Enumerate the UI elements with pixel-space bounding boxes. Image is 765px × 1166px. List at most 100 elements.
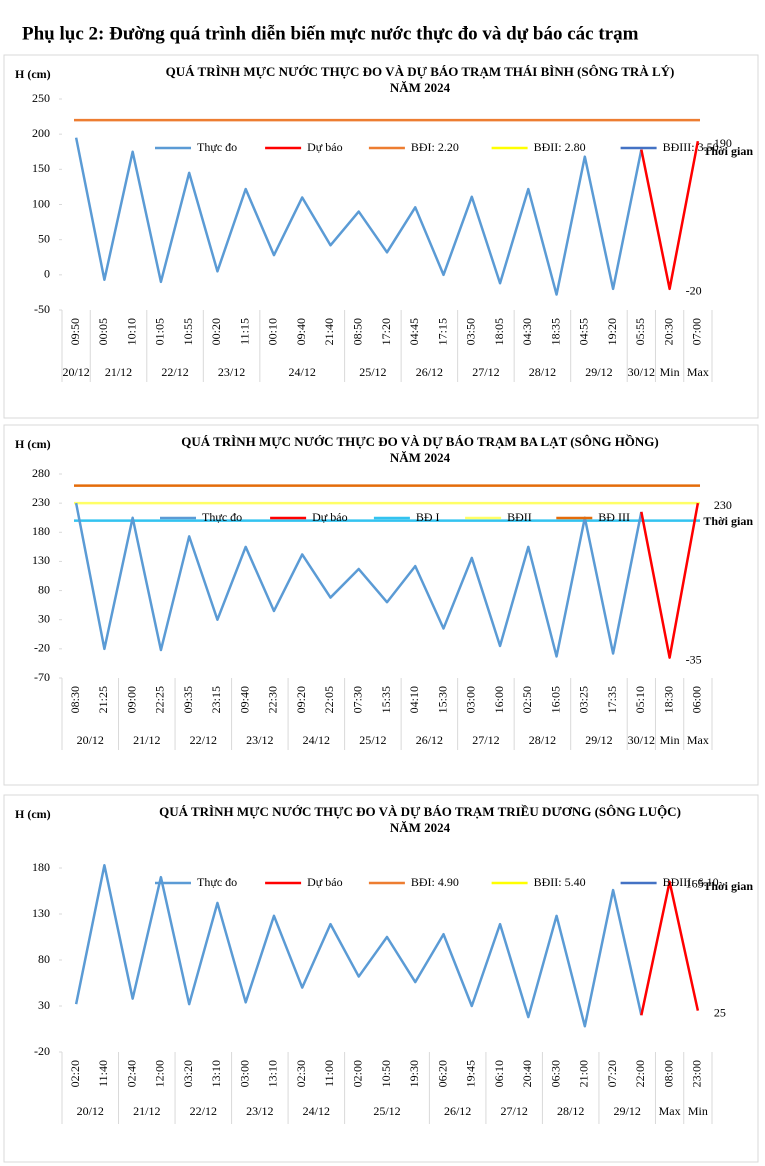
x-tick-label: 05:55 bbox=[633, 318, 647, 345]
x-tick-label: 11:15 bbox=[237, 318, 251, 345]
series-line bbox=[74, 863, 643, 1028]
x-group-label: 28/12 bbox=[557, 1104, 584, 1118]
y-axis-label: H (cm) bbox=[15, 437, 51, 451]
x-tick-label: 06:10 bbox=[492, 1060, 506, 1087]
x-group-label: Max bbox=[687, 365, 709, 379]
series-line bbox=[640, 880, 700, 1016]
x-tick-label: 18:05 bbox=[492, 318, 506, 345]
x-tick-label: 18:30 bbox=[661, 686, 675, 713]
x-tick-label: 16:00 bbox=[492, 686, 506, 713]
legend-label: BĐII: 2.80 bbox=[534, 140, 586, 154]
x-tick-label: 08:30 bbox=[68, 686, 82, 713]
x-group-label: 20/12 bbox=[77, 1104, 104, 1118]
x-tick-label: 07:20 bbox=[605, 1060, 619, 1087]
chart-subtitle: NĂM 2024 bbox=[390, 450, 451, 465]
y-tick-label: -20 bbox=[34, 641, 50, 655]
y-tick-label: -50 bbox=[34, 302, 50, 316]
data-label: 190 bbox=[714, 136, 732, 150]
x-tick-label: 04:45 bbox=[407, 318, 421, 345]
series-line bbox=[640, 502, 700, 659]
series-line bbox=[640, 140, 700, 291]
y-axis-label: H (cm) bbox=[15, 807, 51, 821]
y-tick-label: 30 bbox=[38, 998, 50, 1012]
x-tick-label: 00:05 bbox=[96, 318, 110, 345]
data-label: -20 bbox=[686, 284, 702, 298]
x-tick-label: 12:00 bbox=[153, 1060, 167, 1087]
y-tick-label: 150 bbox=[32, 161, 50, 175]
chart-title: QUÁ TRÌNH MỰC NƯỚC THỰC ĐO VÀ DỰ BÁO TRẠ… bbox=[181, 434, 659, 449]
y-tick-label: -20 bbox=[34, 1044, 50, 1058]
legend-label: BĐI: 4.90 bbox=[411, 875, 459, 889]
x-tick-label: 23:15 bbox=[209, 686, 223, 713]
x-tick-label: 20:30 bbox=[661, 318, 675, 345]
x-group-label: 28/12 bbox=[529, 365, 556, 379]
y-tick-label: 250 bbox=[32, 91, 50, 105]
x-group-label: Max bbox=[659, 1104, 681, 1118]
x-tick-label: 07:30 bbox=[350, 686, 364, 713]
x-axis-label: Thời gian bbox=[703, 879, 753, 893]
x-group-label: 23/12 bbox=[246, 1104, 273, 1118]
x-tick-label: 09:40 bbox=[294, 318, 308, 345]
legend-label: BĐ III bbox=[598, 510, 630, 524]
x-group-label: 24/12 bbox=[303, 733, 330, 747]
x-tick-label: 10:50 bbox=[379, 1060, 393, 1087]
x-tick-label: 17:20 bbox=[379, 318, 393, 345]
data-label: -35 bbox=[686, 652, 702, 666]
x-tick-label: 09:50 bbox=[68, 318, 82, 345]
x-tick-label: 03:20 bbox=[181, 1060, 195, 1087]
x-group-label: 30/12 bbox=[628, 733, 655, 747]
x-group-label: 24/12 bbox=[289, 365, 316, 379]
x-tick-label: 03:00 bbox=[237, 1060, 251, 1087]
legend-label: Thực đo bbox=[202, 510, 242, 524]
x-tick-label: 17:15 bbox=[435, 318, 449, 345]
x-tick-label: 21:40 bbox=[322, 318, 336, 345]
x-tick-label: 11:40 bbox=[96, 1060, 110, 1087]
x-tick-label: 09:35 bbox=[181, 686, 195, 713]
x-group-label: Min bbox=[660, 365, 680, 379]
x-tick-label: 08:50 bbox=[350, 318, 364, 345]
y-tick-label: 200 bbox=[32, 126, 50, 140]
x-tick-label: 05:10 bbox=[633, 686, 647, 713]
legend-label: Thực đo bbox=[197, 875, 237, 889]
x-group-label: 23/12 bbox=[246, 733, 273, 747]
series-line bbox=[74, 502, 643, 658]
x-tick-label: 19:20 bbox=[605, 318, 619, 345]
x-group-label: 23/12 bbox=[218, 365, 245, 379]
x-group-label: 25/12 bbox=[359, 365, 386, 379]
x-group-label: 29/12 bbox=[585, 733, 612, 747]
x-tick-label: 20:40 bbox=[520, 1060, 534, 1087]
x-group-label: Max bbox=[687, 733, 709, 747]
x-tick-label: 06:30 bbox=[548, 1060, 562, 1087]
x-tick-label: 09:20 bbox=[294, 686, 308, 713]
legend-label: BĐII: 5.40 bbox=[534, 875, 586, 889]
x-tick-label: 21:25 bbox=[96, 686, 110, 713]
chart-frame bbox=[3, 54, 759, 419]
y-tick-label: 180 bbox=[32, 524, 50, 538]
x-group-label: 28/12 bbox=[529, 733, 556, 747]
legend-label: Thực đo bbox=[197, 140, 237, 154]
x-tick-label: 16:05 bbox=[548, 686, 562, 713]
x-group-label: 27/12 bbox=[472, 365, 499, 379]
y-tick-label: 130 bbox=[32, 906, 50, 920]
x-group-label: 29/12 bbox=[585, 365, 612, 379]
x-tick-label: 17:35 bbox=[605, 686, 619, 713]
x-tick-label: 09:40 bbox=[237, 686, 251, 713]
y-tick-label: 130 bbox=[32, 553, 50, 567]
chart-frame bbox=[3, 424, 759, 786]
x-tick-label: 10:10 bbox=[124, 318, 138, 345]
x-tick-label: 22:00 bbox=[633, 1060, 647, 1087]
x-tick-label: 08:00 bbox=[661, 1060, 675, 1087]
data-label: 230 bbox=[714, 498, 732, 512]
x-tick-label: 06:20 bbox=[435, 1060, 449, 1087]
x-tick-label: 02:40 bbox=[124, 1060, 138, 1087]
x-group-label: 21/12 bbox=[133, 1104, 160, 1118]
y-tick-label: 100 bbox=[32, 196, 50, 210]
x-group-label: 26/12 bbox=[416, 733, 443, 747]
data-label: 25 bbox=[714, 1005, 726, 1019]
x-group-label: 22/12 bbox=[161, 365, 188, 379]
x-tick-label: 02:50 bbox=[520, 686, 534, 713]
x-group-label: 22/12 bbox=[190, 733, 217, 747]
x-tick-label: 15:35 bbox=[379, 686, 393, 713]
series-line bbox=[74, 137, 643, 296]
